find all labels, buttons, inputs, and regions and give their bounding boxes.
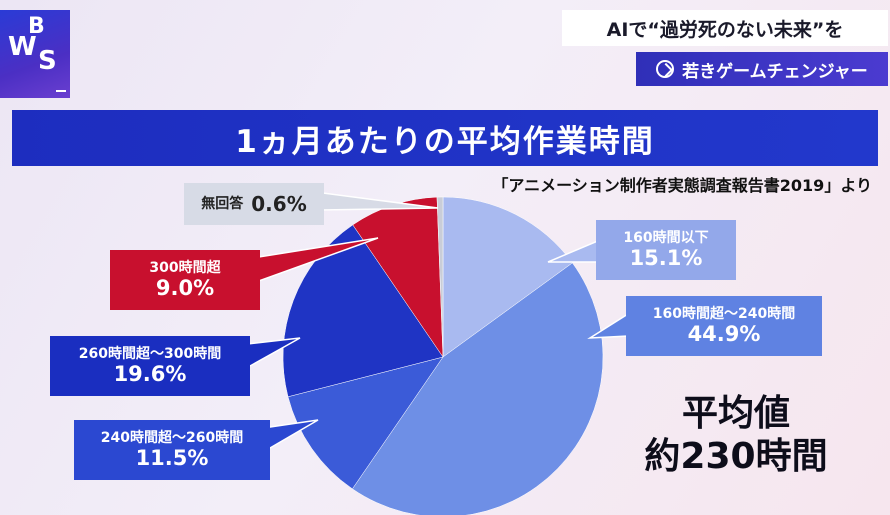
tagline-text: 若きゲームチェンジャー [682,61,868,82]
label-no-response-value: 0.6% [251,191,307,216]
label-160-240-value: 44.9% [687,321,761,346]
label-under-160: 160時間以下 15.1% [596,220,736,280]
label-160-240-category: 160時間超〜240時間 [652,305,796,322]
label-260-300-value: 19.6% [113,361,187,386]
slice-160-240 [352,262,604,515]
label-over-300: 300時間超 9.0% [110,250,260,310]
logo-letter-w: W [8,32,37,62]
logo-letter-s: S [38,46,57,76]
label-240-260-value: 11.5% [135,445,209,470]
average-value: 約230時間 [644,436,828,478]
tagline-caption: 若きゲームチェンジャー [636,52,888,86]
label-240-260: 240時間超〜260時間 11.5% [74,420,270,480]
label-no-response: 無回答 0.6% [184,183,324,225]
wbs-logo: W B S [0,10,70,98]
logo-letter-b: B [28,14,45,39]
refresh-arrow-icon [656,60,675,78]
label-no-response-category: 無回答 [201,195,244,212]
chart-title: 1ヵ月あたりの平均作業時間 [12,110,878,166]
slice-under-160 [442,196,573,358]
label-over-300-value: 9.0% [155,275,215,300]
label-260-300-category: 260時間超〜300時間 [78,345,222,362]
slice-no-response [436,196,444,358]
label-240-260-category: 240時間超〜260時間 [100,429,244,446]
label-260-300: 260時間超〜300時間 19.6% [50,336,250,396]
slice-240-260 [287,356,444,490]
label-160-240: 160時間超〜240時間 44.9% [626,296,822,356]
chart-source: 「アニメーション制作者実態調査報告書2019」より [492,176,872,195]
average-label: 平均値 [681,393,790,434]
label-under-160-category: 160時間以下 [623,229,709,246]
headline-caption: AIで“過労死のない未来”を [562,10,888,46]
logo-bar [56,90,66,92]
average-annotation: 平均値 約230時間 [620,392,852,478]
slice-260-300 [282,224,444,398]
label-under-160-value: 15.1% [629,245,703,270]
label-over-300-category: 300時間超 [149,259,221,276]
